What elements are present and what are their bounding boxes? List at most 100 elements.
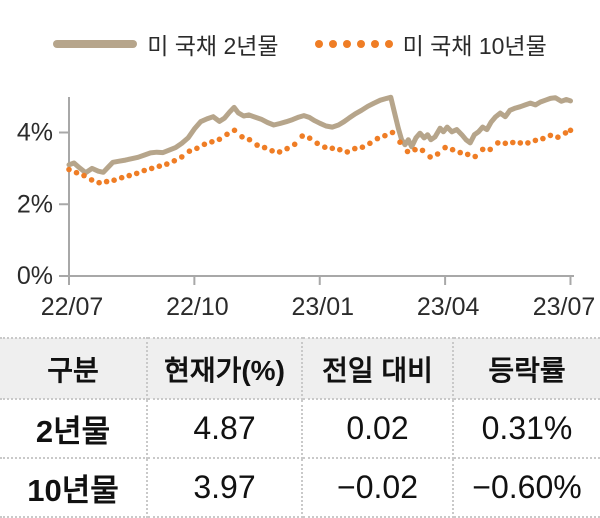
series-10y-dot xyxy=(179,154,185,160)
series-10y-dot xyxy=(487,146,494,153)
x-tick-label: 23/01 xyxy=(291,293,354,321)
series-10y-dot xyxy=(276,149,283,155)
pct-2y: 0.31% xyxy=(453,399,600,459)
series-10y-dot xyxy=(404,148,411,155)
series-10y-dot xyxy=(224,131,230,138)
series-10y-dot xyxy=(427,154,433,160)
series-10y-dot xyxy=(517,140,524,146)
series-10y-dot xyxy=(555,134,561,140)
series-10y-dot xyxy=(449,146,456,153)
series-10y-dot xyxy=(186,148,193,154)
series-10y-dot xyxy=(382,132,388,139)
solid-line-swatch-icon xyxy=(53,40,138,48)
yield-table: 구분 현재가(%) 전일 대비 등락률 2년물 4.87 0.02 0.31% … xyxy=(0,337,600,518)
series-10y-dot xyxy=(352,145,358,152)
series-10y-dot xyxy=(525,140,531,146)
series-10y-dot xyxy=(246,136,253,143)
y-tick-label: 0% xyxy=(17,262,53,290)
legend-item-10y: 미 국채 10년물 xyxy=(314,27,547,61)
dotted-line-swatch-icon xyxy=(314,40,393,48)
table-row-10y: 10년물 3.97 −0.02 −0.60% xyxy=(0,458,600,518)
series-10y-dot xyxy=(322,144,328,150)
series-10y-dot xyxy=(239,134,245,140)
series-10y-dot xyxy=(209,139,215,145)
price-2y: 4.87 xyxy=(147,399,303,459)
row-label-2y: 2년물 xyxy=(0,399,148,459)
yield-chart: 0% 2% 4% 22/07 22/10 23/01 23/04 23/07 xyxy=(17,94,596,321)
table-header-row: 구분 현재가(%) 전일 대비 등락률 xyxy=(0,337,600,400)
series-10y-dot xyxy=(96,179,102,186)
series-10y-dot xyxy=(532,137,539,144)
y-tick-label: 4% xyxy=(17,119,53,147)
x-tick-label: 22/07 xyxy=(41,293,104,321)
series-10y-dot xyxy=(464,151,471,158)
series-10y-dot xyxy=(457,149,464,156)
series-10y-dot xyxy=(367,140,373,147)
series-10y-dot xyxy=(88,177,95,183)
series-10y-dot xyxy=(164,161,170,167)
series-10y-dot xyxy=(495,140,501,146)
series-10y-dot xyxy=(442,144,448,151)
x-tick-label: 23/04 xyxy=(417,293,480,321)
series-10y-dot xyxy=(118,174,125,181)
series-10y-dot xyxy=(314,140,321,147)
series-10y-dot xyxy=(434,151,441,157)
series-10y-dot xyxy=(284,145,290,152)
series-10y-dot xyxy=(547,132,554,139)
series-10y-dot xyxy=(502,140,509,147)
series-10y-dot xyxy=(133,170,140,177)
series-10y-dot xyxy=(231,127,238,134)
x-tick-label: 22/10 xyxy=(166,293,229,321)
x-tick-label: 23/07 xyxy=(533,293,596,321)
series-10y-dot xyxy=(103,178,110,185)
series-10y-dot xyxy=(337,146,343,153)
legend-label-2y: 미 국채 2년물 xyxy=(147,33,279,59)
series-10y-dot xyxy=(567,127,574,134)
series-10y-dot xyxy=(81,172,87,179)
series-10y-dot xyxy=(397,139,403,145)
chart-legend: 미 국채 2년물 미 국채 10년물 xyxy=(0,27,600,61)
change-2y: 0.02 xyxy=(302,399,454,459)
series-10y-dot xyxy=(419,147,426,154)
col-header-current-price: 현재가(%) xyxy=(147,337,303,400)
col-header-category: 구분 xyxy=(0,337,148,400)
series-10y-dot xyxy=(540,135,546,142)
series-10y-dot xyxy=(73,169,80,176)
series-10y-dot xyxy=(374,135,381,142)
series-10y-dot xyxy=(261,144,268,151)
series-10y-dot xyxy=(472,153,479,160)
row-label-10y: 10년물 xyxy=(0,458,148,518)
series-10y-dot xyxy=(389,129,396,136)
change-10y: −0.02 xyxy=(302,458,454,518)
series-10y-dot xyxy=(148,165,155,172)
series-10y-dot xyxy=(479,146,486,153)
series-10y-dot xyxy=(299,133,306,139)
series-10y-dot xyxy=(254,142,260,148)
series-10y-dot xyxy=(201,141,208,148)
price-10y: 3.97 xyxy=(147,458,303,518)
legend-label-10y: 미 국채 10년물 xyxy=(402,33,547,59)
legend-item-2y: 미 국채 2년물 xyxy=(53,27,279,61)
series-10y-dot xyxy=(126,172,132,179)
series-10y-dot xyxy=(329,145,336,152)
page: { "legend": { "label_2y": "미 국채 2년물", "l… xyxy=(0,27,600,518)
series-10y-dot xyxy=(359,144,366,150)
series-10y-dot xyxy=(141,167,147,174)
series-10y-dot xyxy=(194,145,200,152)
series-10y-dot xyxy=(156,163,163,169)
pct-10y: −0.60% xyxy=(453,458,600,518)
series-10y-dot xyxy=(306,135,313,141)
series-10y-dot xyxy=(412,146,418,153)
col-header-change-rate: 등락률 xyxy=(453,337,600,400)
series-10y-dot xyxy=(291,141,298,148)
y-tick-label: 2% xyxy=(17,190,53,218)
series-10y-dot xyxy=(111,177,117,183)
series-10y-dot xyxy=(344,149,351,155)
col-header-daily-change: 전일 대비 xyxy=(302,337,454,400)
series-10y-dot xyxy=(216,136,223,143)
table-row-2y: 2년물 4.87 0.02 0.31% xyxy=(0,399,600,459)
series-10y-dot xyxy=(562,130,569,136)
series-2y-line xyxy=(66,94,573,176)
series-10y-dot xyxy=(269,148,275,154)
series-10y-dot xyxy=(66,166,72,173)
